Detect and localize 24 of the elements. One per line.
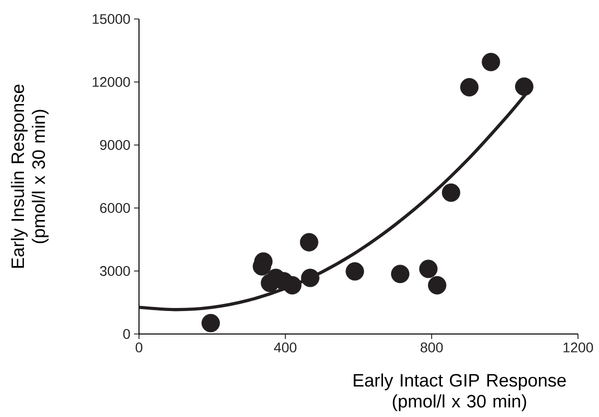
x-axis-title: Early Intact GIP Response (pmol/l x 30 min) — [354, 374, 566, 412]
x-tick-label: 0 — [136, 342, 142, 352]
y-tick-label: 0 — [123, 329, 130, 339]
point — [300, 233, 318, 252]
point — [391, 264, 410, 284]
point — [460, 78, 479, 96]
y-tick-label: 3000 — [100, 266, 130, 276]
x-tick-label: 400 — [274, 342, 296, 352]
point — [301, 268, 320, 288]
point — [428, 276, 446, 294]
y-axis-title: Early Insulin Response (pmol/l x 30 min) — [10, 84, 49, 268]
point — [283, 276, 302, 294]
y-tick-label: 15000 — [92, 14, 130, 24]
point — [202, 314, 220, 332]
point — [346, 262, 364, 281]
x-tick-label: 1200 — [564, 342, 593, 352]
point — [515, 77, 534, 96]
point — [442, 183, 460, 202]
y-tick-label: 12000 — [92, 77, 130, 87]
x-tick-label: 800 — [420, 342, 443, 352]
point — [482, 52, 500, 72]
point — [419, 260, 438, 278]
y-tick-label: 6000 — [100, 203, 130, 213]
y-tick-label: 9000 — [100, 140, 130, 150]
